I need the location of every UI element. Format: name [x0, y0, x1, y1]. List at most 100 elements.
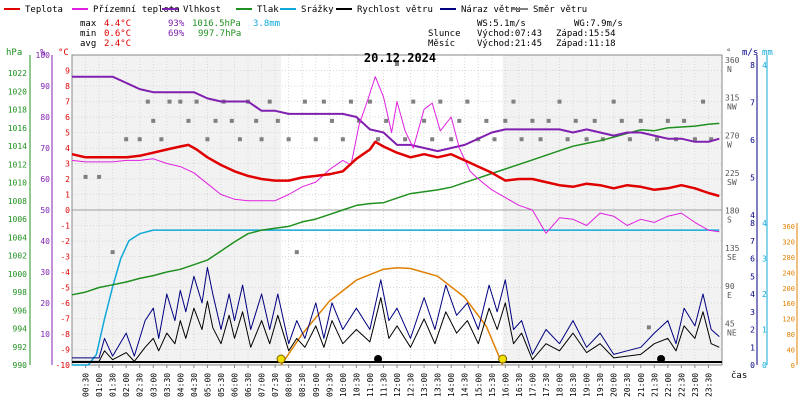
humidity-tick-label: 70 [40, 144, 50, 153]
wind-direction-point [709, 137, 714, 142]
wind-tick-label: 6 [750, 255, 755, 264]
wind-direction-point [254, 118, 259, 123]
legend: Teplota Přízemní teplota Vlhkost Tlak Srážky… [4, 5, 587, 15]
wind-direction-point [611, 99, 616, 104]
wind-tick-label: 7 [750, 237, 755, 246]
wind-direction-point [403, 137, 408, 142]
wind-upper-tick-label: 4 [750, 211, 755, 220]
stats-moonrise: Východ:21:45 [477, 39, 542, 49]
sun-tick-label: 0 [791, 362, 795, 370]
wind-direction-point [430, 137, 435, 142]
wind-direction-point [367, 99, 372, 104]
sun-tick-label: 80 [787, 331, 795, 339]
direction-cardinal-label: W [727, 140, 732, 149]
temperature-tick-label: -9 [60, 346, 70, 355]
time-tick-label: 04:00 [176, 373, 185, 397]
legend-label-0: Teplota [25, 5, 63, 15]
wind-direction-point [519, 137, 524, 142]
humidity-tick-label: 40 [40, 237, 50, 246]
moonset-marker [374, 355, 383, 363]
time-tick-label: 14:30 [461, 373, 470, 397]
sun-tick-label: 160 [782, 300, 795, 308]
wind-direction-point [627, 137, 632, 142]
wind-direction-point [348, 99, 353, 104]
wind-direction-point [592, 118, 597, 123]
wind-direction-point [573, 118, 578, 123]
wind-direction-point [638, 118, 643, 123]
wind-direction-point [692, 137, 697, 142]
wind-direction-point [565, 137, 570, 142]
time-tick-label: 12:00 [393, 373, 402, 397]
wind-direction-point [546, 118, 551, 123]
legend-label-3: Tlak [257, 5, 279, 15]
wind-direction-point [167, 99, 172, 104]
stats-moon-label: Měsíc [428, 39, 455, 49]
wind-direction-point [186, 118, 191, 123]
pressure-tick-label: 996 [13, 306, 28, 315]
wind-direction-point [665, 118, 670, 123]
temperature-tick-label: -7 [60, 315, 70, 324]
pressure-tick-label: 1008 [8, 197, 27, 206]
time-axis-title: čas [731, 370, 747, 381]
wind-upper-tick-label: 6 [750, 136, 755, 145]
wind-direction-point [619, 118, 624, 123]
stats-min-press: 997.7hPa [198, 29, 241, 39]
direction-tick-label: 45 [725, 319, 735, 328]
time-tick-label: 02:30 [136, 373, 145, 397]
humidity-tick-label: 10 [40, 330, 50, 339]
wind-direction-point [151, 118, 156, 123]
stats-min-temp: 0.6°C [104, 29, 131, 39]
series-line-sr-ky [72, 229, 720, 366]
time-tick-label: 23:00 [691, 373, 700, 397]
axis-title-degc: °C [58, 48, 69, 58]
rain-tick-label: 2 [762, 290, 767, 299]
wind-direction-point [682, 118, 687, 123]
sun-tick-label: 360 [782, 223, 795, 231]
wind-tick-label: 2 [750, 326, 755, 335]
temperature-tick-label: -1 [60, 222, 70, 231]
wind-upper-tick-label: 8 [750, 61, 755, 70]
temperature-tick-label: -4 [60, 268, 70, 277]
time-tick-label: 18:30 [569, 373, 578, 397]
legend-label-5: Rychlost větru [357, 5, 433, 15]
series-line-tlak [71, 122, 720, 296]
time-tick-label: 06:30 [244, 373, 253, 397]
time-tick-label: 15:30 [488, 373, 497, 397]
wind-direction-point [357, 118, 362, 123]
temperature-tick-label: -5 [60, 284, 70, 293]
stats-max-press: 1016.5hPa [192, 19, 241, 29]
rain-tick-label: 1 [762, 326, 767, 335]
wind-upper-tick-label: 7 [750, 99, 755, 108]
wind-direction-point [97, 174, 102, 179]
time-tick-label: 22:30 [677, 373, 686, 397]
sun-tick-label: 320 [782, 238, 795, 246]
axis-title-pct: % [40, 48, 46, 58]
wind-direction-point [384, 118, 389, 123]
legend-label-1: Přízemní teplota [93, 5, 180, 15]
temperature-tick-label: 9 [65, 67, 70, 76]
stats-sunrise: Východ:07:43 [477, 29, 542, 39]
time-tick-label: 01:00 [95, 373, 104, 397]
wind-tick-label: 3 [750, 308, 755, 317]
pressure-tick-label: 1002 [8, 252, 27, 261]
wind-direction-point [538, 137, 543, 142]
time-tick-label: 20:30 [623, 373, 632, 397]
time-tick-label: 03:30 [163, 373, 172, 397]
wind-direction-point [701, 99, 706, 104]
rain-tick-label: 0 [762, 361, 767, 370]
direction-cardinal-label: SW [727, 178, 737, 187]
wind-direction-point [205, 137, 210, 142]
direction-cardinal-label: S [727, 216, 732, 225]
wind-direction-point [492, 137, 497, 142]
wind-direction-point [259, 137, 264, 142]
series-layer [71, 62, 720, 366]
time-tick-label: 07:30 [271, 373, 280, 397]
stats-avg-temp: 2.4°C [104, 39, 131, 49]
wind-direction-point [294, 250, 299, 255]
legend-label-2: Vlhkost [183, 5, 221, 15]
rain-tick-label: 4 [762, 219, 767, 228]
direction-cardinal-label: SE [727, 253, 737, 262]
pressure-tick-label: 1016 [8, 124, 27, 133]
wind-direction-point [340, 137, 345, 142]
time-tick-label: 19:30 [596, 373, 605, 397]
